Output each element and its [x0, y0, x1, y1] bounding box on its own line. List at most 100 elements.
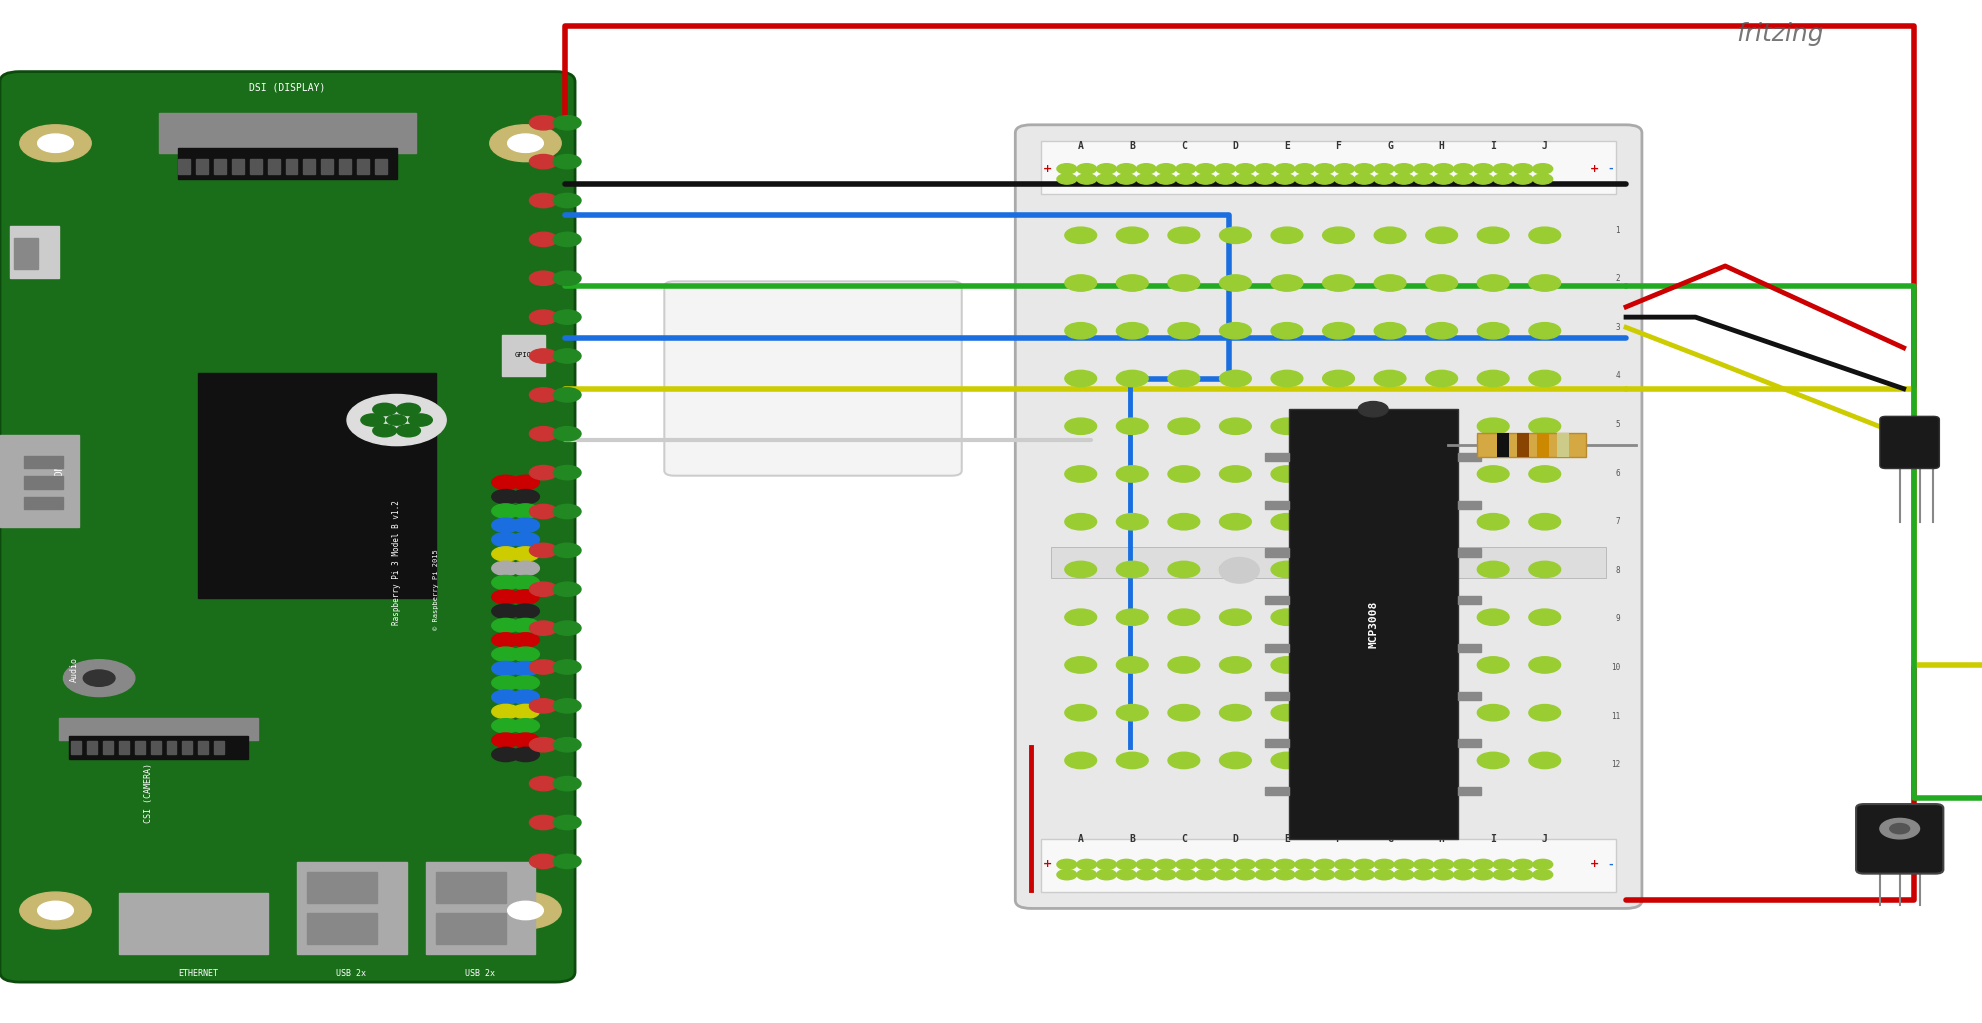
Bar	[214, 159, 226, 174]
Circle shape	[553, 854, 581, 869]
Bar	[71, 742, 81, 754]
Text: Audio: Audio	[69, 657, 79, 681]
Circle shape	[1477, 275, 1508, 292]
Circle shape	[529, 582, 557, 596]
Circle shape	[529, 271, 557, 285]
Circle shape	[492, 561, 519, 575]
Bar	[1556, 433, 1568, 457]
Circle shape	[1076, 174, 1096, 184]
Circle shape	[1425, 562, 1457, 578]
Circle shape	[386, 415, 406, 426]
Bar	[24, 456, 63, 469]
Bar	[119, 893, 268, 954]
Circle shape	[1425, 514, 1457, 530]
Circle shape	[1175, 870, 1195, 880]
Circle shape	[1270, 562, 1302, 578]
Circle shape	[396, 403, 420, 415]
Circle shape	[490, 892, 561, 929]
Circle shape	[553, 427, 581, 441]
Circle shape	[1156, 174, 1175, 184]
Text: USB 2x: USB 2x	[335, 970, 367, 978]
Text: E: E	[1284, 141, 1288, 151]
Circle shape	[1512, 859, 1532, 870]
Circle shape	[511, 704, 539, 718]
Circle shape	[1413, 870, 1433, 880]
Circle shape	[1219, 418, 1251, 435]
Bar	[426, 862, 535, 954]
Circle shape	[553, 349, 581, 363]
Circle shape	[1477, 322, 1508, 339]
Text: -: -	[1607, 164, 1611, 174]
Circle shape	[1473, 859, 1492, 870]
Circle shape	[529, 310, 557, 324]
FancyBboxPatch shape	[0, 72, 575, 982]
Circle shape	[1528, 609, 1560, 625]
Circle shape	[1322, 752, 1354, 768]
Circle shape	[553, 388, 581, 402]
Circle shape	[1167, 418, 1199, 435]
Circle shape	[1064, 752, 1096, 768]
Text: CSI (CAMERA): CSI (CAMERA)	[145, 763, 153, 822]
Circle shape	[38, 901, 73, 920]
Circle shape	[529, 193, 557, 208]
Circle shape	[347, 395, 446, 446]
Circle shape	[1393, 870, 1413, 880]
Bar	[1265, 548, 1288, 557]
Bar	[182, 742, 192, 754]
Circle shape	[1879, 818, 1919, 839]
Circle shape	[1374, 465, 1405, 482]
Bar	[1457, 453, 1481, 461]
Circle shape	[1274, 164, 1294, 174]
Bar	[1516, 433, 1528, 457]
Text: +: +	[1590, 164, 1597, 174]
Circle shape	[1064, 275, 1096, 292]
Circle shape	[492, 661, 519, 675]
Circle shape	[1374, 609, 1405, 625]
Text: H: H	[1439, 834, 1443, 844]
Circle shape	[1425, 752, 1457, 768]
Bar	[69, 737, 248, 759]
Circle shape	[511, 747, 539, 761]
Circle shape	[1175, 174, 1195, 184]
Circle shape	[529, 232, 557, 247]
Circle shape	[1219, 227, 1251, 243]
Circle shape	[553, 193, 581, 208]
Circle shape	[1528, 752, 1560, 768]
Circle shape	[553, 154, 581, 169]
Text: 4: 4	[1615, 371, 1619, 381]
Circle shape	[1116, 609, 1148, 625]
Circle shape	[1425, 227, 1457, 243]
Circle shape	[1116, 164, 1136, 174]
Text: G: G	[1387, 834, 1391, 844]
Circle shape	[1453, 174, 1473, 184]
Bar	[339, 159, 351, 174]
Circle shape	[1374, 418, 1405, 435]
Circle shape	[408, 414, 432, 427]
Circle shape	[1413, 174, 1433, 184]
Circle shape	[1374, 174, 1393, 184]
Bar	[357, 159, 369, 174]
Circle shape	[1235, 164, 1255, 174]
Circle shape	[1064, 322, 1096, 339]
Circle shape	[511, 732, 539, 747]
Circle shape	[1195, 870, 1215, 880]
Circle shape	[1322, 609, 1354, 625]
Bar	[14, 238, 38, 269]
Circle shape	[1116, 322, 1148, 339]
Circle shape	[1354, 870, 1374, 880]
Circle shape	[492, 532, 519, 546]
Circle shape	[529, 388, 557, 402]
Circle shape	[1528, 562, 1560, 578]
Circle shape	[1235, 174, 1255, 184]
Bar	[1496, 433, 1508, 457]
Circle shape	[1354, 164, 1374, 174]
Circle shape	[1425, 322, 1457, 339]
Circle shape	[1056, 870, 1076, 880]
Circle shape	[492, 490, 519, 503]
FancyBboxPatch shape	[1879, 416, 1938, 469]
Circle shape	[1374, 705, 1405, 721]
Circle shape	[20, 125, 91, 162]
Bar	[1265, 453, 1288, 461]
Circle shape	[1219, 322, 1251, 339]
Circle shape	[1532, 164, 1552, 174]
